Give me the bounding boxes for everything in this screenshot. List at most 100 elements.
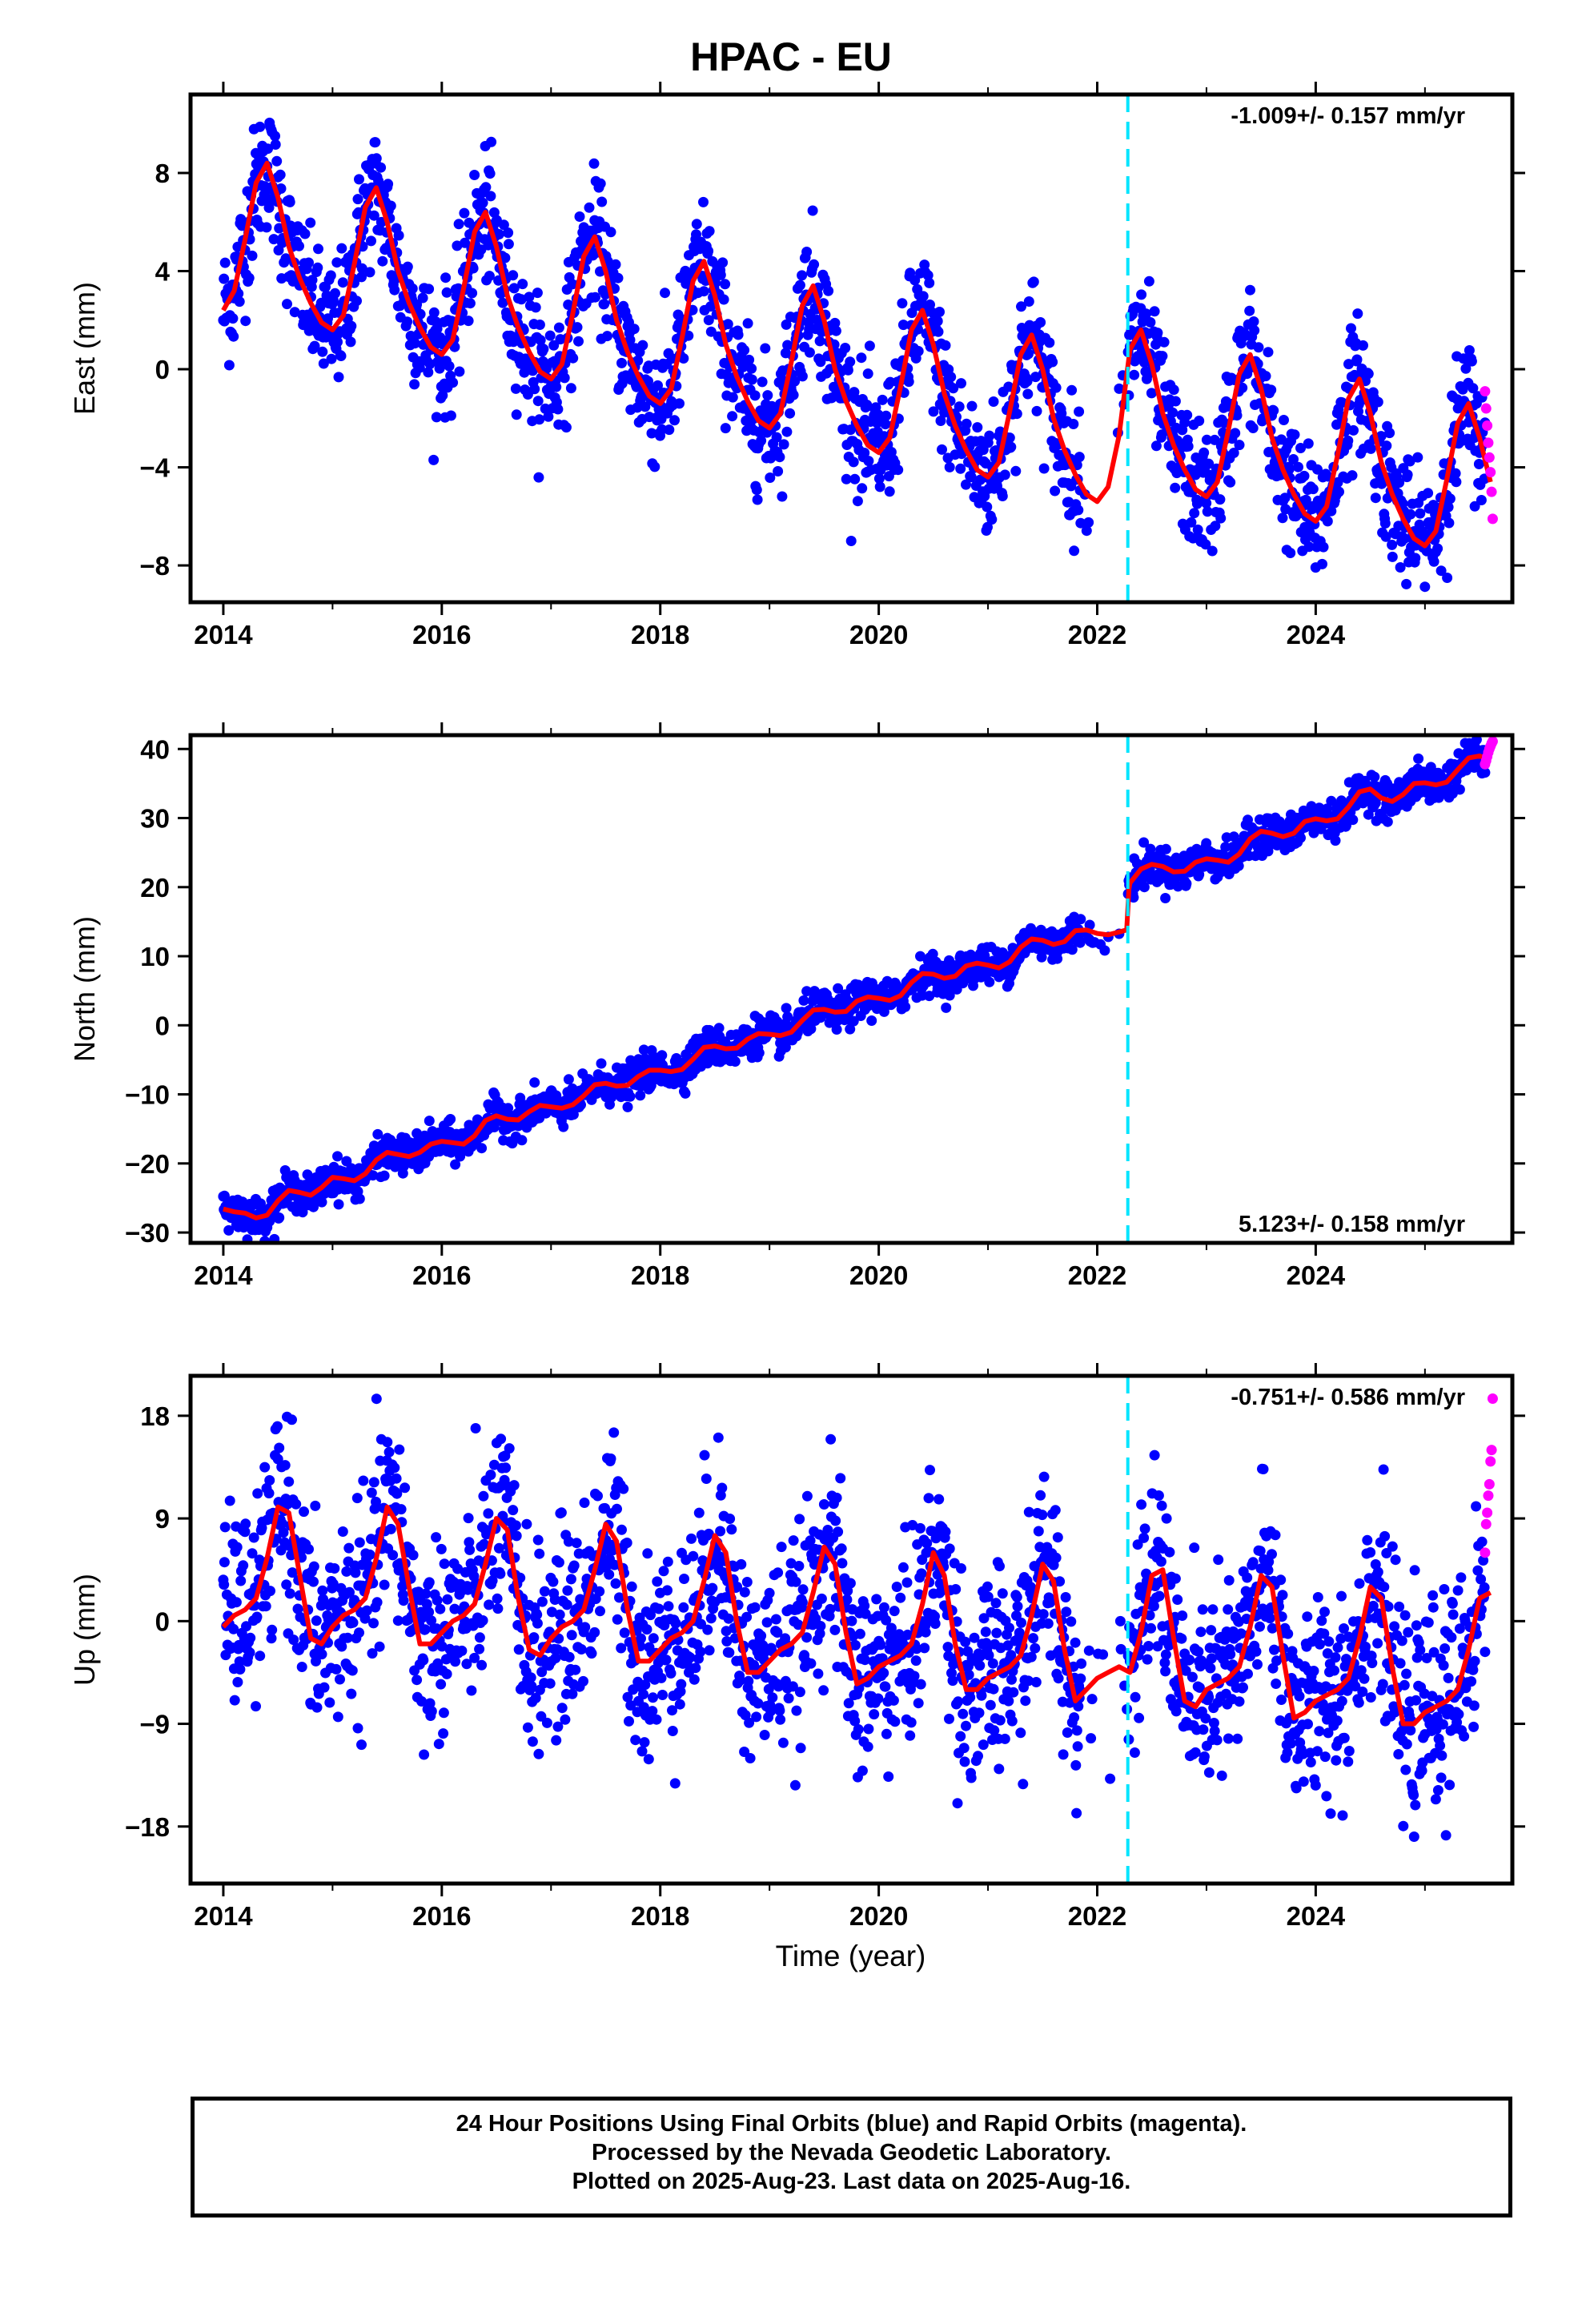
up-data-point [695, 1647, 706, 1657]
east-data-point [1141, 308, 1152, 320]
up-data-point [394, 1444, 405, 1455]
east-data-point [1228, 448, 1239, 458]
east-data-point [337, 277, 348, 288]
up-data-point [275, 1545, 287, 1556]
east-x-tick-label: 2014 [194, 620, 253, 649]
up-data-point [311, 1615, 322, 1626]
east-data-point [1170, 482, 1181, 493]
north-data-point [1233, 860, 1244, 871]
up-data-point [251, 1611, 263, 1622]
up-data-point [669, 1778, 681, 1789]
east-data-point [1168, 384, 1179, 396]
east-data-point [588, 158, 600, 169]
east-data-point [415, 308, 426, 320]
east-data-point [440, 272, 452, 283]
east-data-point [1201, 497, 1212, 509]
east-data-point [1249, 325, 1260, 336]
up-data-point [456, 1645, 468, 1656]
east-data-point [227, 313, 239, 324]
up-data-point [346, 1688, 357, 1699]
east-data-point [318, 358, 329, 369]
north-data-point [269, 1233, 280, 1243]
east-data-point [1248, 316, 1259, 327]
east-data-point [884, 486, 895, 497]
east-data-point [1237, 382, 1248, 393]
east-data-point [1404, 456, 1415, 467]
north-x-tick: 2016 [412, 722, 472, 1290]
up-data-point [647, 1706, 658, 1717]
east-x-tick-label: 2016 [412, 620, 471, 649]
up-data-point [371, 1393, 382, 1405]
east-data-point [389, 284, 400, 296]
up-data-point [219, 1557, 230, 1568]
up-data-point [299, 1506, 309, 1518]
east-data-point [463, 316, 474, 327]
up-data-point [674, 1699, 685, 1710]
up-data-point [621, 1538, 632, 1548]
up-data-point [653, 1603, 665, 1614]
east-data-point [445, 410, 456, 421]
east-data-point [744, 354, 755, 365]
up-data-point [624, 1715, 634, 1727]
up-data-point [500, 1462, 512, 1474]
east-data-point [402, 316, 413, 328]
east-data-point [660, 287, 670, 299]
up-data-point [690, 1663, 701, 1674]
east-data-point [596, 196, 608, 207]
north-data-point [223, 1224, 235, 1236]
east-data-point [746, 363, 757, 374]
east-data-point [789, 376, 801, 387]
east-data-point [1352, 308, 1363, 320]
east-data-point [1210, 521, 1221, 532]
up-data-point [693, 1507, 705, 1518]
east-data-point [559, 372, 570, 384]
east-data-point [313, 243, 323, 255]
east-data-point [1114, 383, 1125, 394]
east-data-point [432, 324, 443, 335]
up-data-point [247, 1548, 258, 1559]
east-data-point [1442, 573, 1453, 583]
east-rapid-point [1482, 420, 1493, 431]
east-data-point [857, 483, 868, 494]
up-data-point [335, 1674, 345, 1685]
east-data-point [612, 272, 624, 283]
east-data-point [1200, 539, 1211, 550]
east-data-point [1466, 356, 1477, 367]
east-data-point [1266, 384, 1277, 396]
up-data-point [396, 1504, 407, 1515]
east-data-point [1451, 476, 1462, 488]
east-data-point [1245, 284, 1255, 296]
east-data-point [845, 536, 857, 546]
east-data-point [1170, 396, 1181, 407]
up-data-point [560, 1714, 571, 1725]
north-data-point [1160, 893, 1171, 903]
east-data-point [551, 381, 562, 392]
east-data-point [1022, 376, 1033, 387]
north-data-point [1471, 735, 1482, 746]
east-data-point [704, 226, 715, 237]
east-data-point [1401, 578, 1412, 589]
east-data-point [332, 336, 343, 348]
east-rapid-point [1486, 486, 1497, 497]
north-data-point [848, 1015, 859, 1027]
north-x-tick-label: 2020 [849, 1261, 908, 1290]
east-data-point [263, 202, 275, 213]
north-data-point [450, 1159, 461, 1170]
east-data-point [1322, 516, 1333, 527]
up-data-point [332, 1711, 343, 1723]
up-data-point [608, 1427, 620, 1438]
east-data-point [864, 340, 875, 352]
up-data-point [464, 1537, 475, 1548]
up-data-point [219, 1522, 231, 1533]
east-data-point [552, 404, 564, 415]
east-data-point [228, 331, 239, 342]
east-y-tick-label: 8 [155, 159, 170, 188]
east-data-point [691, 219, 702, 230]
east-data-point [646, 428, 657, 439]
up-data-point [358, 1475, 369, 1486]
up-data-point [522, 1722, 533, 1733]
east-data-point [720, 279, 731, 290]
north-y-tick: 30 [140, 804, 1525, 834]
up-data-point [508, 1480, 520, 1491]
